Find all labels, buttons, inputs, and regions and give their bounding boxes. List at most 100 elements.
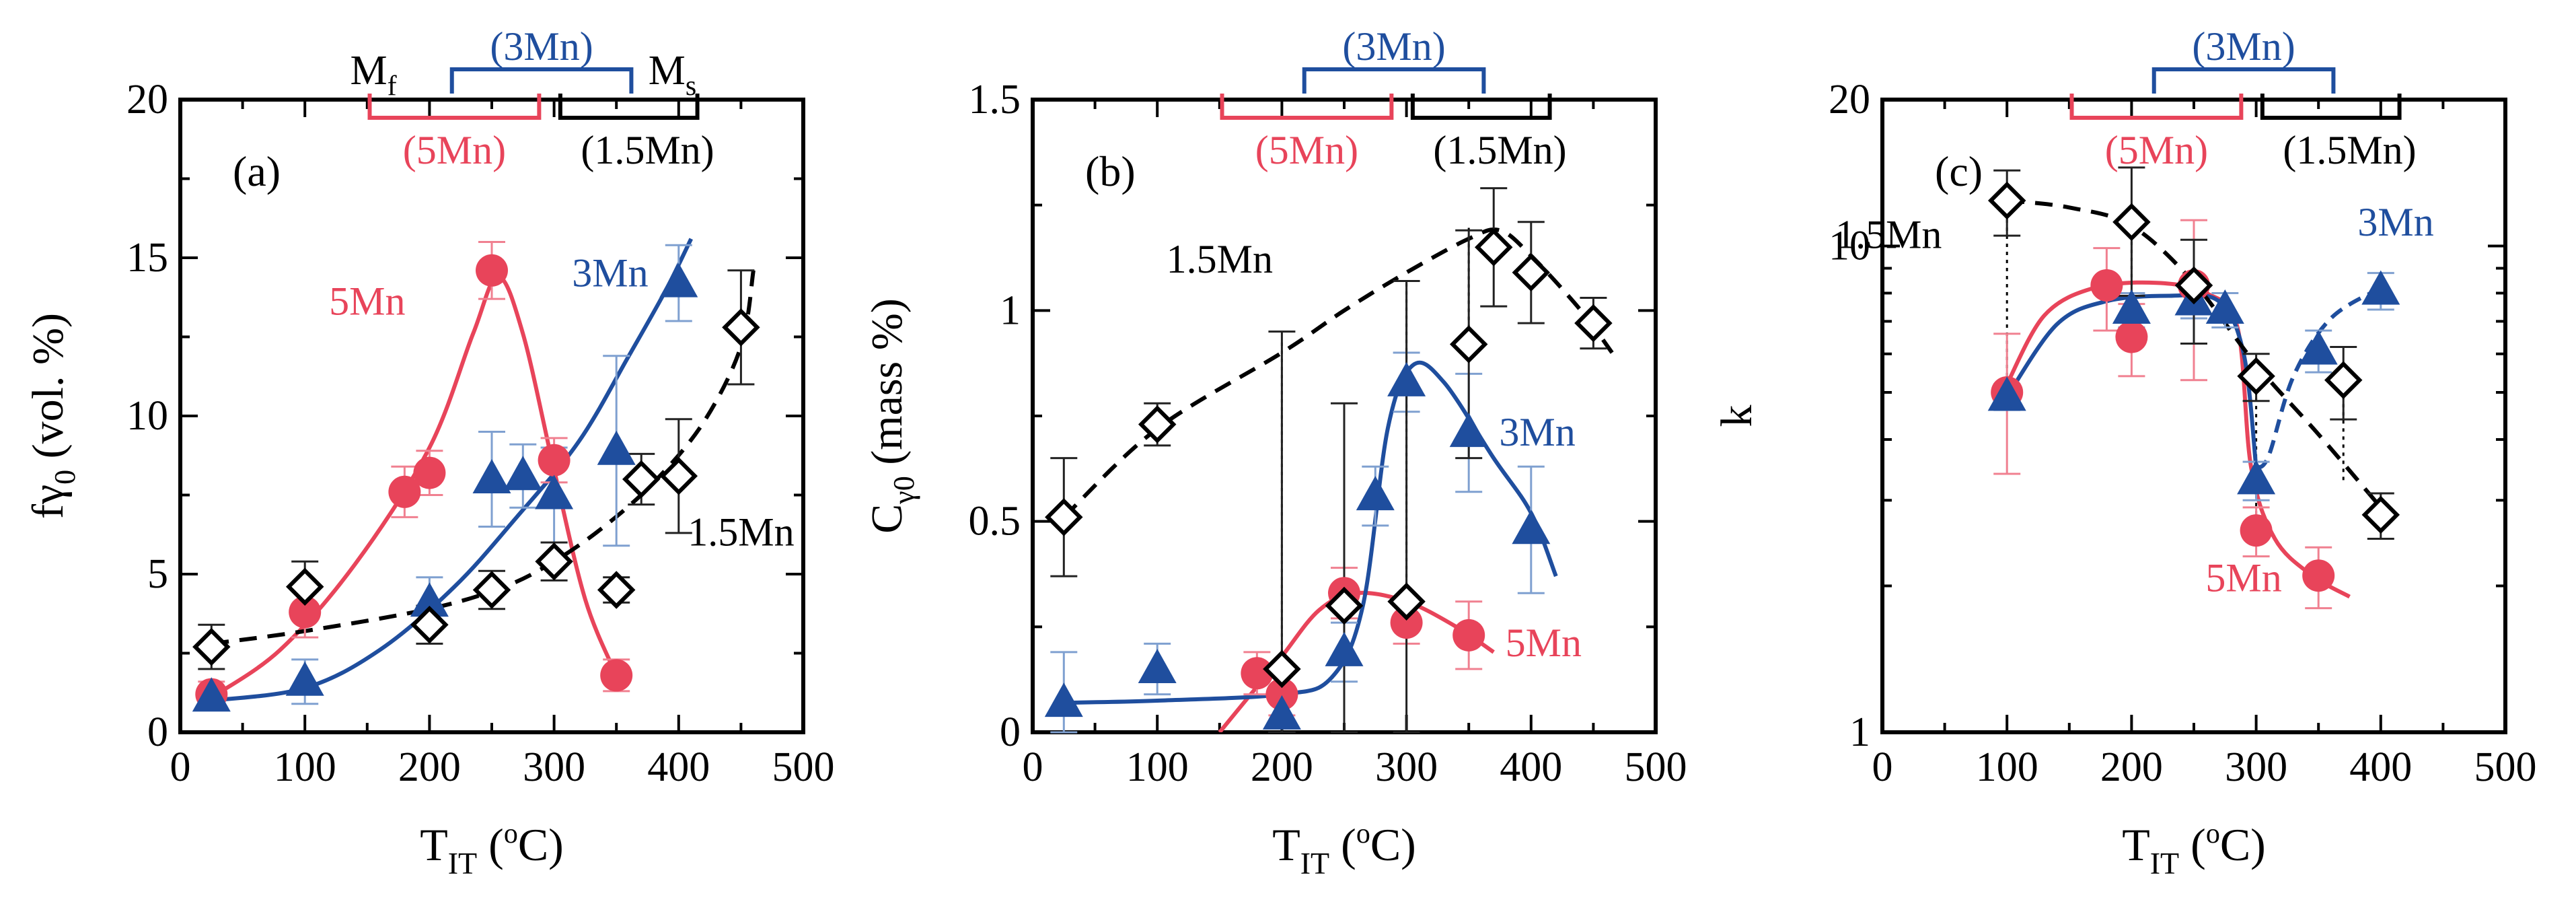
marker-triangle-3Mn	[410, 582, 449, 617]
bracket-label-mf: Mf	[350, 48, 396, 102]
bracket-1-5mn	[1410, 94, 1552, 120]
marker-diamond-1.5Mn	[1138, 405, 1177, 444]
marker-circle-5Mn	[2090, 269, 2123, 302]
marker-circle-5Mn	[1452, 619, 1485, 652]
series-annotation: 1.5Mn	[1167, 237, 1273, 281]
y-tick-label: 20	[1829, 77, 1870, 122]
marker-diamond-1.5Mn	[1512, 253, 1551, 292]
x-tick-label: 400	[1500, 744, 1562, 790]
marker-triangle-3Mn	[2237, 460, 2276, 495]
bracket-1-5mn	[2260, 94, 2402, 120]
bracket-label-ms: Ms	[649, 48, 697, 102]
bracket-label-5mn: (5Mn)	[403, 128, 506, 172]
marker-diamond-1.5Mn	[722, 308, 760, 347]
marker-diamond-1.5Mn	[1987, 181, 2026, 220]
x-axis-label-unit-close: C)	[1370, 819, 1416, 870]
bracket-label-5mn: (5Mn)	[1255, 128, 1358, 172]
series-annotation: 3Mn	[2357, 200, 2433, 244]
x-tick-label: 200	[398, 744, 461, 790]
marker-circle-5Mn	[2240, 514, 2273, 547]
x-axis-label-unit: (	[477, 819, 504, 870]
x-axis-label-sup: o	[504, 818, 518, 849]
ms-main: M	[649, 48, 686, 94]
series-annotation: 3Mn	[1499, 410, 1575, 454]
x-tick-label: 0	[1872, 744, 1893, 790]
curve-3Mn	[211, 238, 693, 703]
y-tick-label: 1.5	[969, 77, 1021, 122]
x-tick-label: 100	[1126, 744, 1189, 790]
curve-1.5Mn	[1062, 227, 1614, 519]
marker-circle-5Mn	[1241, 657, 1274, 690]
x-tick-label: 300	[523, 744, 585, 790]
curve-1.5Mn	[211, 270, 756, 646]
marker-triangle-3Mn	[1044, 682, 1083, 717]
x-tick-label: 500	[2474, 744, 2537, 790]
x-axis-label-unit-close: C)	[2220, 819, 2266, 870]
y-tick-label: 20	[126, 77, 168, 122]
x-tick-label: 500	[1625, 744, 1687, 790]
marker-triangle-3Mn	[597, 430, 636, 465]
marker-diamond-1.5Mn	[1387, 582, 1426, 621]
x-tick-label: 300	[2225, 744, 2287, 790]
bracket-3mn	[449, 67, 634, 94]
bracket-1-5mn	[558, 94, 700, 120]
marker-circle-5Mn	[289, 596, 322, 629]
x-tick-label: 400	[2349, 744, 2412, 790]
marker-diamond-1.5Mn	[1449, 325, 1488, 363]
x-tick-label: 500	[772, 744, 835, 790]
series-annotation: 5Mn	[329, 279, 405, 324]
bracket-label-1-5mn: (1.5Mn)	[2283, 128, 2416, 172]
marker-triangle-3Mn	[2361, 270, 2400, 305]
x-axis-label-sup: o	[2206, 818, 2220, 849]
marker-circle-5Mn	[2115, 320, 2148, 353]
marker-diamond-1.5Mn	[622, 460, 661, 499]
bracket-label-3mn: (3Mn)	[1342, 24, 1445, 69]
marker-diamond-1.5Mn	[192, 627, 231, 666]
y-axis-label-main: C	[862, 504, 912, 534]
y-axis-label: k	[1712, 405, 1761, 427]
x-tick-label: 200	[2100, 744, 2163, 790]
series-annotation: 5Mn	[1506, 621, 1582, 665]
y-axis-label: Cγ0 (mass %)	[862, 298, 920, 533]
y-tick-label: 0	[147, 709, 168, 755]
panel-c: 0 100 200 300 400 500 1 10 20 TIT (oC) k (c) (3Mn) (5…	[1712, 24, 2537, 880]
marker-triangle-3Mn	[1262, 695, 1301, 730]
y-axis-label-main: fγ	[24, 485, 73, 519]
x-axis-label-main: T	[420, 819, 448, 870]
marker-triangle-3Mn	[1356, 476, 1395, 511]
marker-diamond-1.5Mn	[1263, 649, 1301, 689]
curve-3Mn-dashed	[2254, 286, 2382, 470]
y-axis-label: fγ0 (vol. %)	[24, 313, 81, 519]
marker-triangle-3Mn	[472, 459, 511, 493]
marker-diamond-1.5Mn	[2361, 495, 2400, 534]
y-axis-label-main: k	[1712, 405, 1761, 427]
x-axis-label: TIT (oC)	[2122, 818, 2266, 880]
y-axis-label-sub: γ0	[887, 476, 920, 504]
y-tick-label: 10	[1829, 223, 1870, 269]
bracket-3mn	[1302, 67, 1486, 94]
marker-circle-5Mn	[413, 456, 446, 489]
marker-diamond-1.5Mn	[410, 605, 449, 644]
x-tick-label: 400	[647, 744, 710, 790]
bracket-5mn	[2069, 94, 2244, 120]
marker-triangle-3Mn	[1987, 376, 2026, 411]
marker-circle-5Mn	[388, 475, 421, 508]
y-tick-label: 0.5	[969, 499, 1021, 544]
x-axis-label-main: T	[1272, 819, 1300, 870]
marker-diamond-1.5Mn	[2112, 203, 2151, 242]
curve-3Mn	[1064, 360, 1558, 705]
marker-diamond-1.5Mn	[597, 571, 636, 609]
x-tick-label: 100	[1976, 744, 2038, 790]
y-tick-label: 15	[126, 235, 168, 281]
marker-triangle-3Mn	[285, 661, 324, 696]
bracket-5mn	[367, 94, 542, 120]
marker-triangle-3Mn	[1387, 361, 1426, 396]
marker-triangle-3Mn	[2112, 289, 2151, 324]
x-axis-label-sup: o	[1356, 818, 1370, 849]
series-annotation: 1.5Mn	[1835, 213, 1942, 257]
ms-sub: s	[686, 71, 696, 102]
x-axis-label-sub: IT	[448, 846, 477, 880]
marker-triangle-3Mn	[1325, 631, 1364, 666]
y-tick-label: 10	[126, 393, 168, 439]
